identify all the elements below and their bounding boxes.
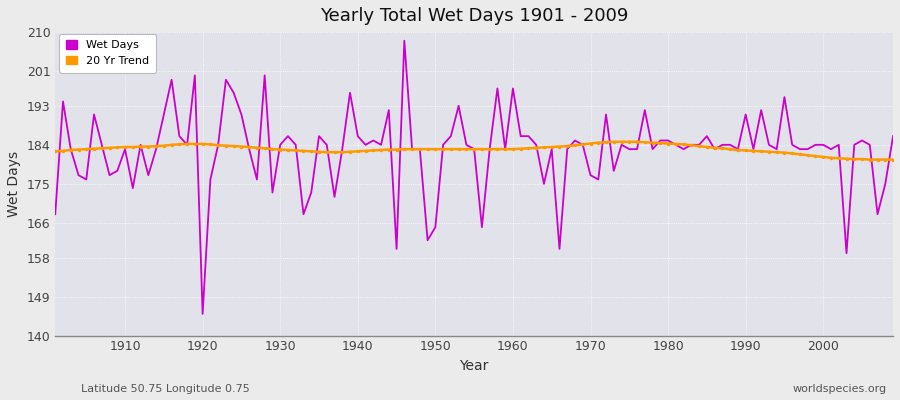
Text: Latitude 50.75 Longitude 0.75: Latitude 50.75 Longitude 0.75 <box>81 384 250 394</box>
X-axis label: Year: Year <box>460 359 489 373</box>
Title: Yearly Total Wet Days 1901 - 2009: Yearly Total Wet Days 1901 - 2009 <box>320 7 628 25</box>
Y-axis label: Wet Days: Wet Days <box>7 151 21 217</box>
Text: worldspecies.org: worldspecies.org <box>792 384 886 394</box>
Legend: Wet Days, 20 Yr Trend: Wet Days, 20 Yr Trend <box>59 34 156 73</box>
